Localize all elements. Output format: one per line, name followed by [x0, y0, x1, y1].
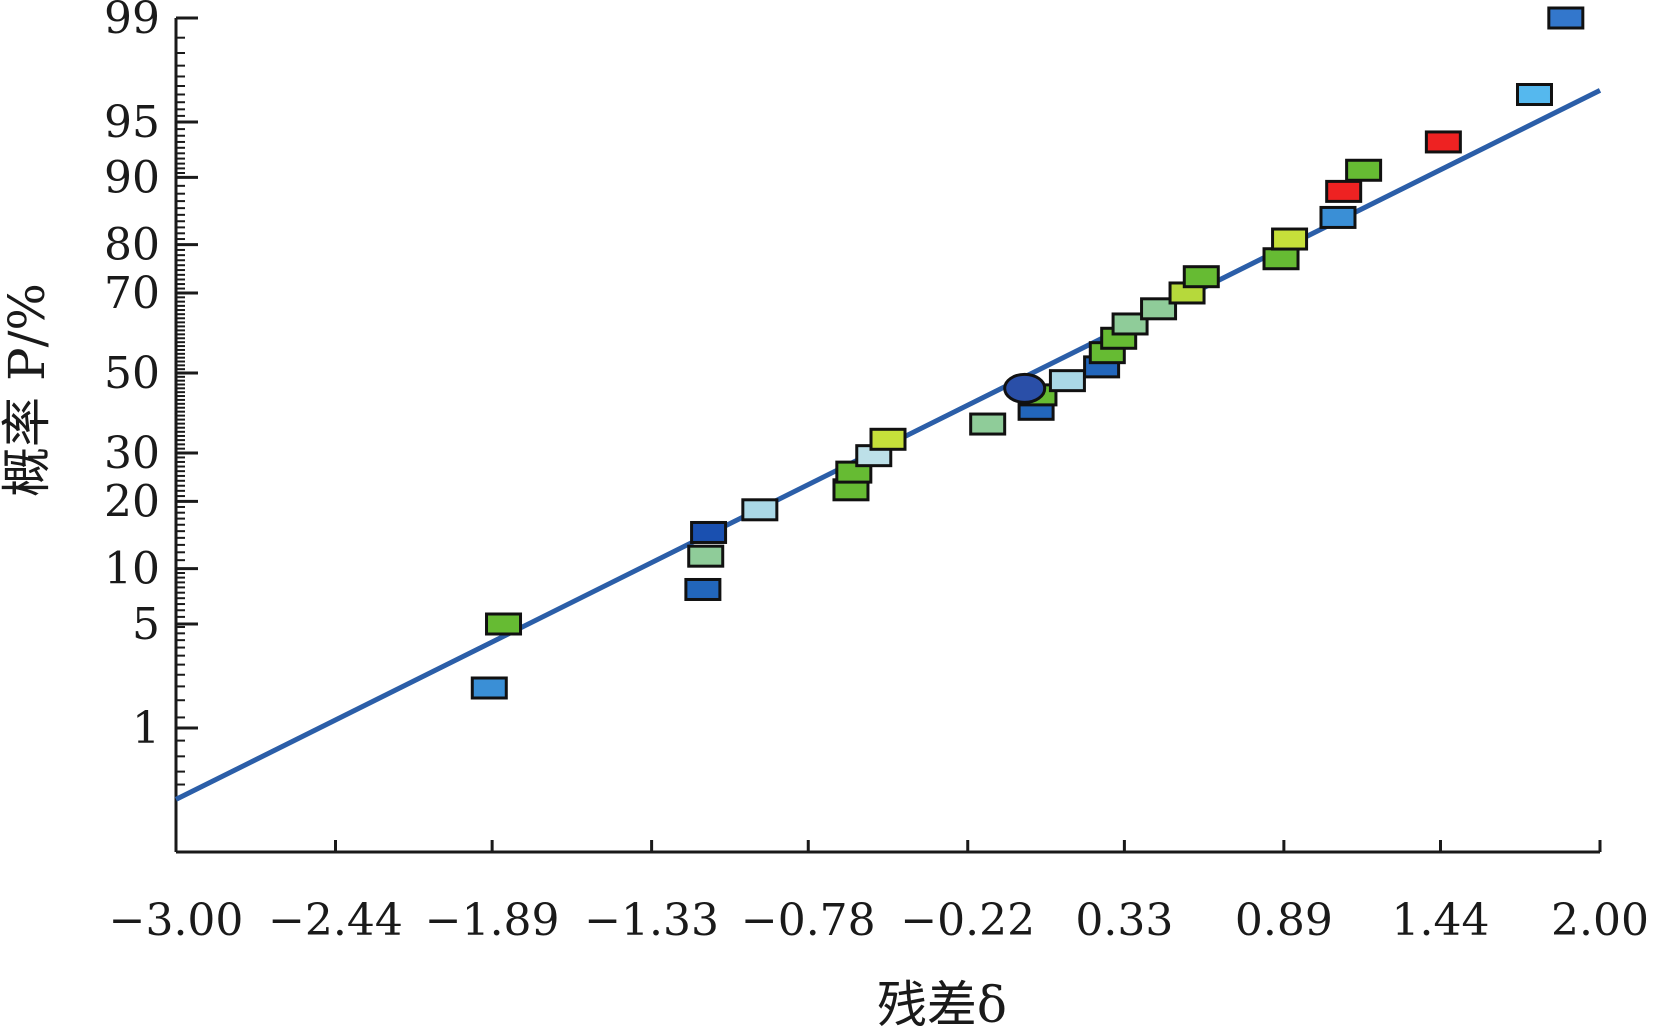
data-point: [1515, 83, 1553, 107]
x-tick-label: −2.44: [268, 895, 403, 946]
x-axis-title: 残差δ: [877, 976, 1007, 1034]
x-tick-label: 0.33: [1075, 895, 1173, 946]
y-tick-label: 99: [104, 0, 160, 44]
data-point: [1140, 297, 1178, 321]
data-point: [741, 498, 779, 522]
data-points: [470, 6, 1585, 700]
data-point: [1325, 179, 1363, 203]
y-tick-label: 90: [104, 152, 160, 203]
data-point: [1424, 130, 1462, 154]
x-tick-label: −1.33: [584, 895, 719, 946]
data-point: [1048, 369, 1086, 393]
x-tick-label: 1.44: [1392, 895, 1490, 946]
x-tick-label: 2.00: [1551, 895, 1649, 946]
data-point: [1182, 265, 1220, 289]
x-tick-label: −0.78: [741, 895, 876, 946]
mean-marker: [1003, 372, 1047, 404]
x-tick-label: −1.89: [425, 895, 560, 946]
x-tick-label: 0.89: [1235, 895, 1333, 946]
y-tick-label: 5: [132, 599, 160, 650]
y-axis-title: 概率 P/%: [0, 283, 56, 497]
data-point: [485, 612, 523, 636]
data-point: [690, 520, 728, 544]
data-point: [1262, 247, 1300, 271]
data-point: [1345, 158, 1383, 182]
data-point: [1271, 227, 1309, 251]
data-point: [969, 412, 1007, 436]
y-tick-label: 1: [132, 703, 160, 754]
data-point: [687, 544, 725, 568]
y-tick-label: 95: [104, 97, 160, 148]
y-tick-label: 20: [104, 476, 160, 527]
y-tick-label: 30: [104, 428, 160, 479]
y-tick-label: 10: [104, 544, 160, 595]
data-point: [1319, 205, 1357, 229]
data-point: [1111, 312, 1149, 336]
data-point: [684, 577, 722, 601]
y-tick-label: 50: [104, 348, 160, 399]
data-point: [1547, 6, 1585, 30]
y-tick-label: 70: [104, 268, 160, 319]
x-tick-label: −3.00: [109, 895, 244, 946]
y-tick-label: 80: [104, 220, 160, 271]
x-axis-ticks: −3.00 −2.44 −1.89 −1.33 −0.78 −0.22 0.33 0.89 1.…: [109, 840, 1649, 946]
x-tick-label: −0.22: [900, 895, 1035, 946]
data-point: [869, 427, 907, 451]
data-point: [470, 676, 508, 700]
